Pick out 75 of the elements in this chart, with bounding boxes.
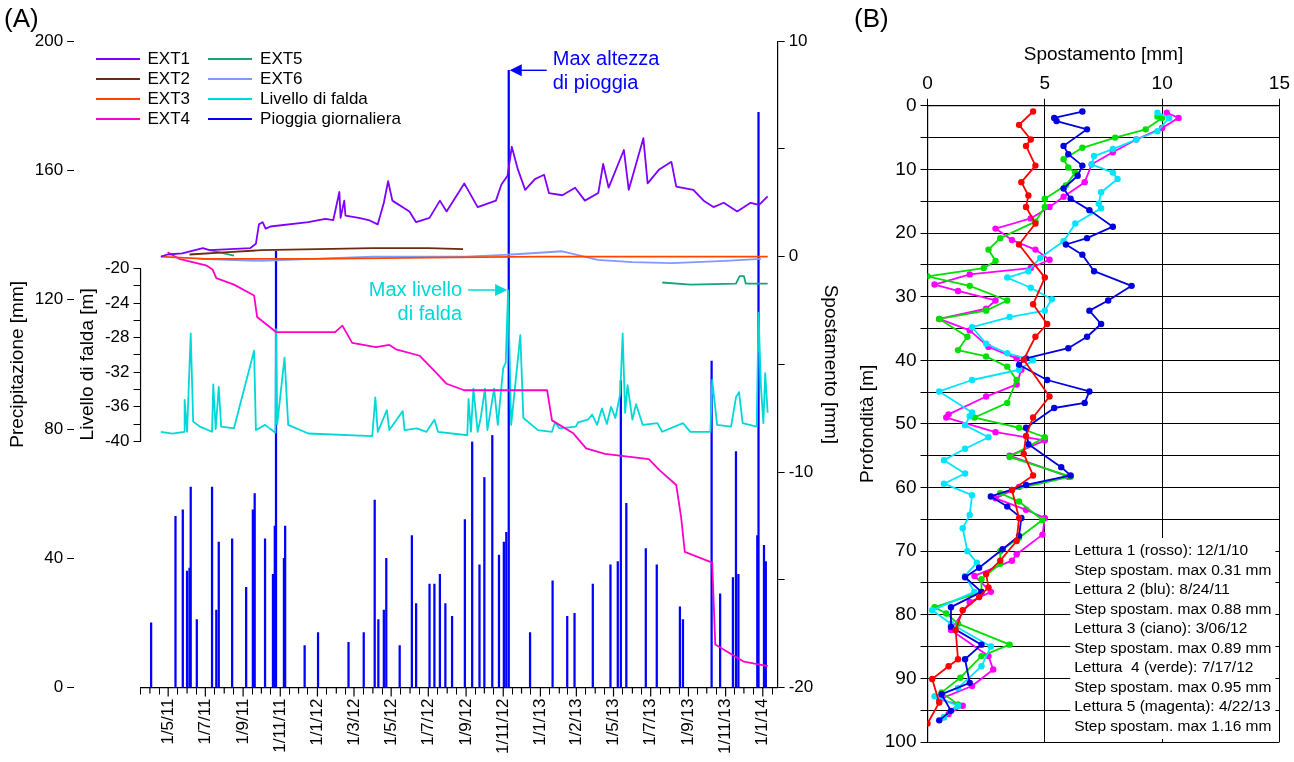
x-tick-label: 1/9/12: [455, 698, 475, 746]
annotation: Step spostam. max 0.88 mm: [1074, 599, 1272, 617]
y2-tick-label: 0: [788, 246, 799, 266]
legend-label: EXT4: [147, 109, 191, 130]
y-tick-label: 30: [895, 284, 917, 306]
y-tick-label: 80: [895, 602, 917, 624]
y2-tick-label: -20: [788, 677, 814, 697]
annotation: Lettura 3 (ciano): 3/06/12: [1074, 619, 1248, 637]
x-tick-label: 1/5/13: [603, 698, 623, 746]
y2-tick-label: 10: [788, 30, 808, 50]
y-tick-label: 160: [34, 160, 64, 180]
y-tick-label: 70: [895, 539, 917, 561]
y-tick-label: 50: [895, 412, 917, 434]
y-tick-label: 100: [884, 730, 917, 752]
legend-label: EXT2: [147, 69, 191, 90]
x-tick-label: 1/2/13: [566, 698, 586, 746]
y-tick-label: 10: [895, 157, 917, 179]
y-tick-label: 90: [895, 666, 917, 688]
chart-title: (B): [854, 2, 889, 33]
y3-tick-label: -24: [104, 292, 130, 312]
x-tick-label: 1/11/13: [715, 698, 735, 755]
y3-tick-label: -32: [104, 361, 130, 381]
x-tick-label: 1/9/11: [232, 698, 252, 745]
y-tick-label: 200: [34, 30, 64, 50]
x-tick-label: 15: [1268, 71, 1290, 93]
y-tick-label: 40: [895, 348, 917, 370]
legend-label: EXT1: [147, 49, 191, 70]
y3-tick-label: -36: [104, 396, 130, 416]
y3-tick-label: -40: [104, 430, 130, 450]
y-tick-label: 0: [53, 677, 64, 697]
x-tick-label: 1/1/12: [307, 698, 327, 746]
y2-tick-label: -10: [788, 461, 814, 481]
annotation: Max livello di falda: [368, 277, 463, 324]
x-tick-label: 1/11/11: [269, 698, 289, 753]
y3-axis-title: Livello di falda [m]: [75, 288, 97, 441]
x-tick-label: 5: [1039, 71, 1051, 93]
x-tick-label: 1/1/14: [752, 698, 772, 746]
annotation: Step spostam. max 0.95 mm: [1074, 677, 1272, 695]
legend-label: EXT3: [147, 89, 191, 110]
x-tick-label: 1/7/12: [418, 698, 437, 746]
y-tick-label: 80: [44, 418, 64, 438]
annotation: Lettura 1 (rosso): 12/1/10: [1074, 541, 1249, 559]
x-tick-label: 1/5/11: [157, 698, 177, 745]
y-tick-label: 20: [895, 221, 917, 243]
annotation: Step spostam. max 0.31 mm: [1074, 560, 1272, 578]
legend-label: Livello di falda: [260, 89, 368, 110]
legend-label: EXT6: [260, 69, 303, 90]
x-axis-title: Spostamento [mm]: [1023, 42, 1184, 64]
legend-label: Pioggia giornaliera: [260, 109, 401, 130]
y2-axis-title: Spostamento [mm]: [821, 284, 843, 445]
y-tick-label: 60: [895, 475, 917, 497]
chart-title: (A): [4, 2, 39, 33]
annotation: Lettura 4 (verde): 7/17/12: [1074, 658, 1254, 676]
x-tick-label: 1/9/13: [678, 698, 698, 746]
y3-tick-label: -28: [104, 327, 130, 347]
y3-tick-label: -20: [104, 258, 130, 278]
x-tick-label: 1/3/12: [343, 698, 363, 746]
y-axis-title: Precipitazione [mm]: [5, 280, 27, 448]
annotation: Step spostam. max 0.89 mm: [1074, 638, 1272, 656]
y-tick-label: 40: [44, 547, 64, 567]
annotation: Max altezza di pioggia: [552, 46, 661, 93]
annotation: Lettura 5 (magenta): 4/22/13: [1074, 697, 1271, 715]
y-tick-label: 0: [905, 94, 917, 116]
x-tick-label: 10: [1151, 71, 1173, 93]
x-tick-label: 0: [922, 71, 933, 93]
annotation: Step spostam. max 1.16 mm: [1074, 716, 1272, 734]
annotation: Lettura 2 (blu): 8/24/11: [1074, 580, 1230, 598]
x-tick-label: 1/7/11: [195, 698, 215, 745]
x-tick-label: 1/1/13: [530, 698, 550, 746]
x-tick-label: 1/11/12: [492, 698, 512, 755]
x-tick-label: 1/7/13: [640, 698, 660, 746]
y-axis-title: Profondità [m]: [855, 364, 877, 484]
y-tick-label: 120: [34, 289, 64, 309]
x-tick-label: 1/5/12: [380, 698, 400, 746]
legend-label: EXT5: [260, 49, 303, 70]
